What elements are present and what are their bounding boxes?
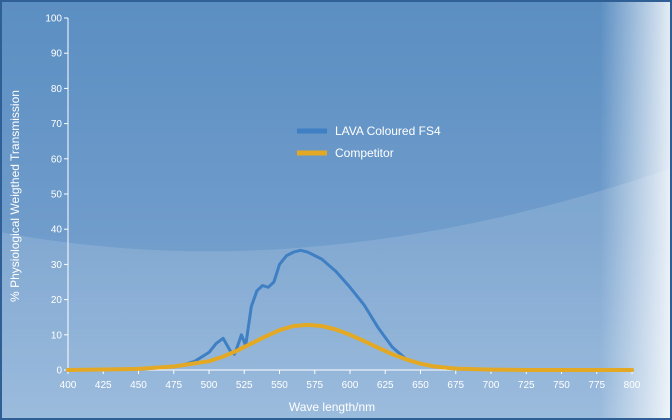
y-axis-title: % Physiological Weigthed Transmission — [8, 90, 22, 302]
x-tick-label: 450 — [130, 380, 147, 391]
legend-label-lava: LAVA Coloured FS4 — [335, 124, 441, 138]
legend: LAVA Coloured FS4 Competitor — [297, 124, 441, 160]
y-tick-label: 50 — [51, 190, 63, 201]
y-tick-label: 0 — [56, 366, 62, 377]
series-group — [66, 248, 634, 372]
background-swoosh — [0, 168, 672, 420]
x-tick-label: 600 — [342, 380, 359, 391]
y-tick-label: 70 — [51, 119, 63, 130]
legend-label-competitor: Competitor — [335, 146, 394, 160]
x-tick-label: 400 — [60, 380, 77, 391]
y-tick-label: 10 — [51, 330, 63, 341]
y-tick-label: 90 — [51, 49, 63, 60]
x-tick-label: 475 — [165, 380, 182, 391]
x-tick-label: 425 — [95, 380, 112, 391]
x-tick-label: 650 — [412, 380, 429, 391]
x-tick-label: 800 — [624, 380, 641, 391]
x-tick-label: 750 — [553, 380, 570, 391]
y-tick-label: 60 — [51, 154, 63, 165]
x-tick-label: 525 — [236, 380, 253, 391]
y-tick-label: 40 — [51, 225, 63, 236]
y-tick-label: 100 — [45, 14, 62, 25]
x-axis-title: Wave length/nm — [289, 400, 375, 414]
x-tick-label: 725 — [518, 380, 535, 391]
x-tick-label: 550 — [271, 380, 288, 391]
x-tick-label: 700 — [483, 380, 500, 391]
y-tick-label: 30 — [51, 260, 63, 271]
y-tick-label: 20 — [51, 295, 63, 306]
axes: 0 10 20 30 40 50 60 70 80 90 100 400 425 450 475 500 525… — [45, 14, 640, 392]
x-tick-label: 575 — [306, 380, 323, 391]
x-tick-label: 625 — [377, 380, 394, 391]
series-line-competitor — [66, 322, 634, 372]
x-tick-label: 775 — [588, 380, 605, 391]
background-glow — [600, 0, 672, 420]
x-tick-label: 500 — [201, 380, 218, 391]
x-tick-label: 675 — [447, 380, 464, 391]
y-tick-label: 80 — [51, 84, 63, 95]
